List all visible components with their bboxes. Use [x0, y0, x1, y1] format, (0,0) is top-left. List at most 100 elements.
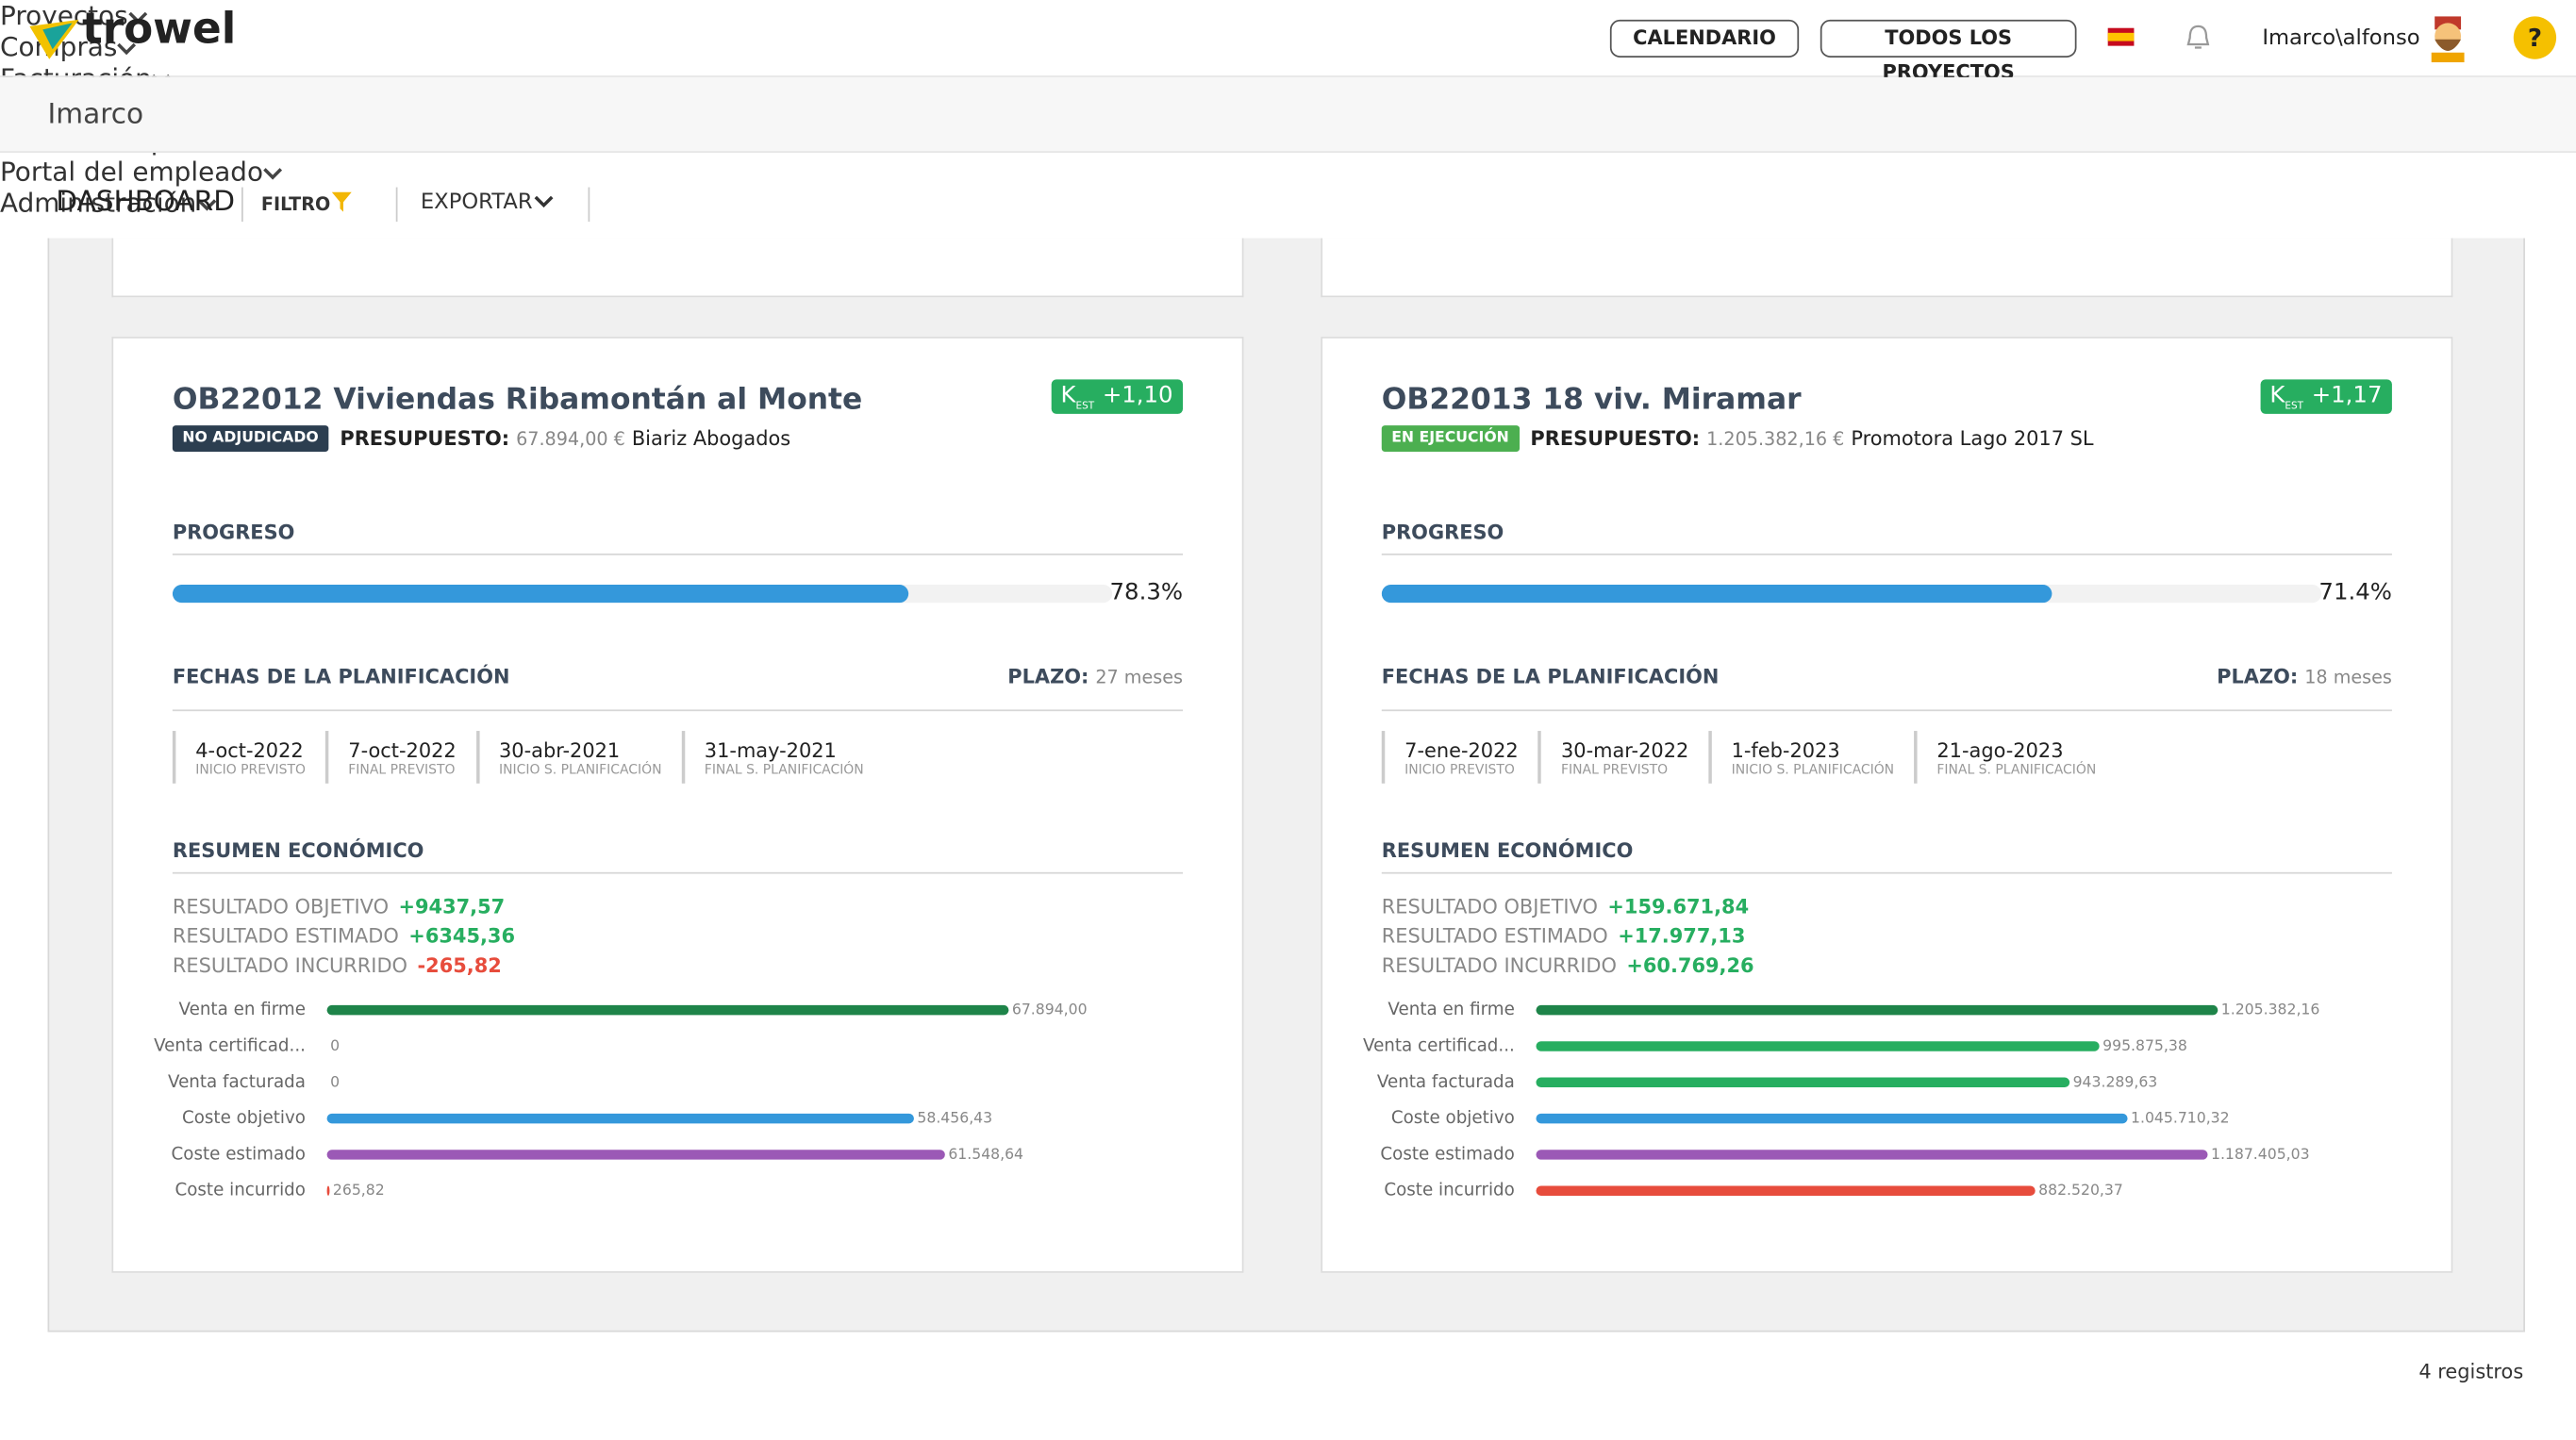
date-item: 31-may-2021 FINAL S. PLANIFICACIÓN [681, 731, 883, 784]
section-title: FECHAS DE LA PLANIFICACIÓN [172, 665, 510, 688]
dates: 4-oct-2022 INICIO PREVISTO 7-oct-2022 FINAL… [172, 731, 884, 784]
result-row: RESULTADO INCURRIDO -265,82 [173, 954, 502, 977]
logo-icon [29, 19, 79, 59]
economic-chart: Venta en firme 1.205.382,16 Venta certific… [1363, 1000, 2319, 1200]
date-label: INICIO PREVISTO [1404, 761, 1515, 776]
export-button[interactable]: EXPORTAR [420, 190, 533, 216]
bar [326, 1150, 945, 1160]
card-partial [111, 238, 1244, 298]
result-label: RESULTADO ESTIMADO [172, 924, 399, 948]
nav-label[interactable]: Portal del empleado [0, 156, 264, 188]
brand[interactable]: Imarco [47, 98, 144, 132]
budget: PRESUPUESTO: 67.894,00 € Biariz Abogados [340, 427, 790, 450]
value-label: 61.548,64 [948, 1145, 1023, 1163]
progress-label: 78.3% [1109, 579, 1184, 606]
progress-bar [1381, 585, 2053, 604]
result-row: RESULTADO INCURRIDO +60.769,26 [1382, 954, 1754, 977]
status-row: NO ADJUDICADO PRESUPUESTO: 67.894,00 € Biar… [172, 425, 790, 452]
date-label: INICIO PREVISTO [195, 761, 307, 776]
budget: PRESUPUESTO: 1.205.382,16 € Promotora Lago… [1530, 427, 2093, 450]
result-value: +17.977,13 [1618, 924, 1746, 948]
chevron [534, 195, 554, 208]
client: Promotora Lago 2017 SL [1851, 426, 2094, 451]
value-label: 882.520,37 [2038, 1181, 2123, 1199]
user-name[interactable]: Imarco\alfonso [2262, 25, 2420, 51]
result-value: +60.769,26 [1626, 953, 1754, 978]
chevron-path [196, 199, 216, 211]
status-badge: EN EJECUCIÓN [1381, 425, 1520, 452]
date-value: 21-ago-2023 [1936, 737, 2064, 762]
progress-track [172, 585, 1113, 604]
logo: trowel [82, 5, 237, 55]
value-label: 0 [330, 1072, 340, 1090]
separator [395, 187, 398, 223]
plazo-value: 18 meses [2304, 667, 2392, 688]
date-label: INICIO S. PLANIFICACIÓN [499, 761, 662, 776]
value-label: 58.456,43 [917, 1109, 992, 1127]
calendar-button[interactable]: CALENDARIO [1609, 19, 1800, 58]
date-value: 4-oct-2022 [195, 737, 304, 762]
filter-button[interactable]: FILTRO [260, 193, 331, 216]
result-label: RESULTADO INCURRIDO [172, 953, 408, 978]
category-label: Venta certificad... [154, 1035, 306, 1055]
section-title: PROGRESO [172, 521, 295, 544]
progress-bar [172, 585, 908, 604]
date-value: 31-may-2021 [704, 737, 837, 762]
avatar[interactable] [2426, 13, 2468, 63]
page-title: DASHBOARD [56, 185, 236, 219]
date-item: 30-abr-2021 INICIO S. PLANIFICACIÓN [475, 731, 682, 784]
chevron [128, 11, 148, 25]
rule [172, 553, 1184, 555]
value-label: 0 [330, 1036, 340, 1054]
category-label: Coste estimado [1380, 1144, 1514, 1164]
category-label: Venta en firme [1388, 1000, 1514, 1019]
projects-button[interactable]: TODOS LOS PROYECTOS [1820, 19, 2077, 84]
progress-track [1381, 585, 2322, 604]
nav-label[interactable]: Administración [0, 187, 197, 219]
value-label: 943.289,63 [2073, 1072, 2158, 1090]
date-value: 30-mar-2022 [1560, 737, 1689, 762]
rule [1381, 871, 2392, 874]
filter-icon[interactable] [330, 190, 353, 213]
chevron-path [128, 11, 148, 25]
category-label: Coste objetivo [1391, 1108, 1515, 1128]
status-row: EN EJECUCIÓN PRESUPUESTO: 1.205.382,16 € Pr… [1381, 425, 2094, 452]
date-label: FINAL PREVISTO [1560, 761, 1669, 776]
kest-badge: KEST +1,17 [2259, 379, 2392, 414]
kest-value: +1,10 [1102, 382, 1173, 409]
category-label: Coste objetivo [182, 1108, 306, 1128]
bell[interactable] [2184, 23, 2213, 52]
nav-bar [0, 76, 2576, 153]
chevron-path [263, 168, 283, 180]
budget-value: 67.894,00 € [516, 428, 625, 451]
date-value: 7-oct-2022 [348, 737, 457, 762]
result-label: RESULTADO OBJETIVO [172, 895, 390, 919]
plazo: PLAZO: 27 meses [1007, 665, 1183, 687]
chevron [263, 168, 283, 180]
plazo-label: PLAZO: [1007, 665, 1089, 688]
date-item: 7-ene-2022 INICIO PREVISTO [1381, 731, 1538, 784]
result-label: RESULTADO OBJETIVO [1381, 895, 1598, 919]
plazo-label: PLAZO: [2217, 665, 2299, 688]
separator [241, 187, 243, 223]
section-title: RESUMEN ECONÓMICO [1381, 839, 1634, 863]
nav-item[interactable]: Administración [0, 188, 2576, 219]
category-label: Coste incurrido [1384, 1181, 1514, 1200]
kest-badge: KEST +1,10 [1051, 379, 1184, 414]
record-count: 4 registros [2418, 1360, 2524, 1383]
date-item: 21-ago-2023 FINAL S. PLANIFICACIÓN [1913, 731, 2116, 784]
project-title: OB22012 Viviendas Ribamontán al Monte [172, 382, 863, 418]
budget-label: PRESUPUESTO: [340, 426, 510, 451]
economic-chart: Venta en firme 67.894,00 Venta certificad.… [154, 1000, 1087, 1200]
result-row: RESULTADO OBJETIVO +159.671,84 [1382, 895, 1749, 918]
date-item: 30-mar-2022 FINAL PREVISTO [1537, 731, 1709, 784]
nav-item[interactable]: Portal del empleado [0, 156, 2576, 188]
status-badge: NO ADJUDICADO [172, 425, 329, 452]
help-button[interactable]: ? [2513, 16, 2557, 59]
flag[interactable] [2107, 27, 2135, 46]
rule [1381, 709, 2392, 712]
category-label: Venta en firme [179, 1000, 306, 1019]
category-label: Venta facturada [1377, 1072, 1515, 1092]
bar [326, 1113, 914, 1124]
date-item: 7-oct-2022 FINAL PREVISTO [324, 731, 476, 784]
